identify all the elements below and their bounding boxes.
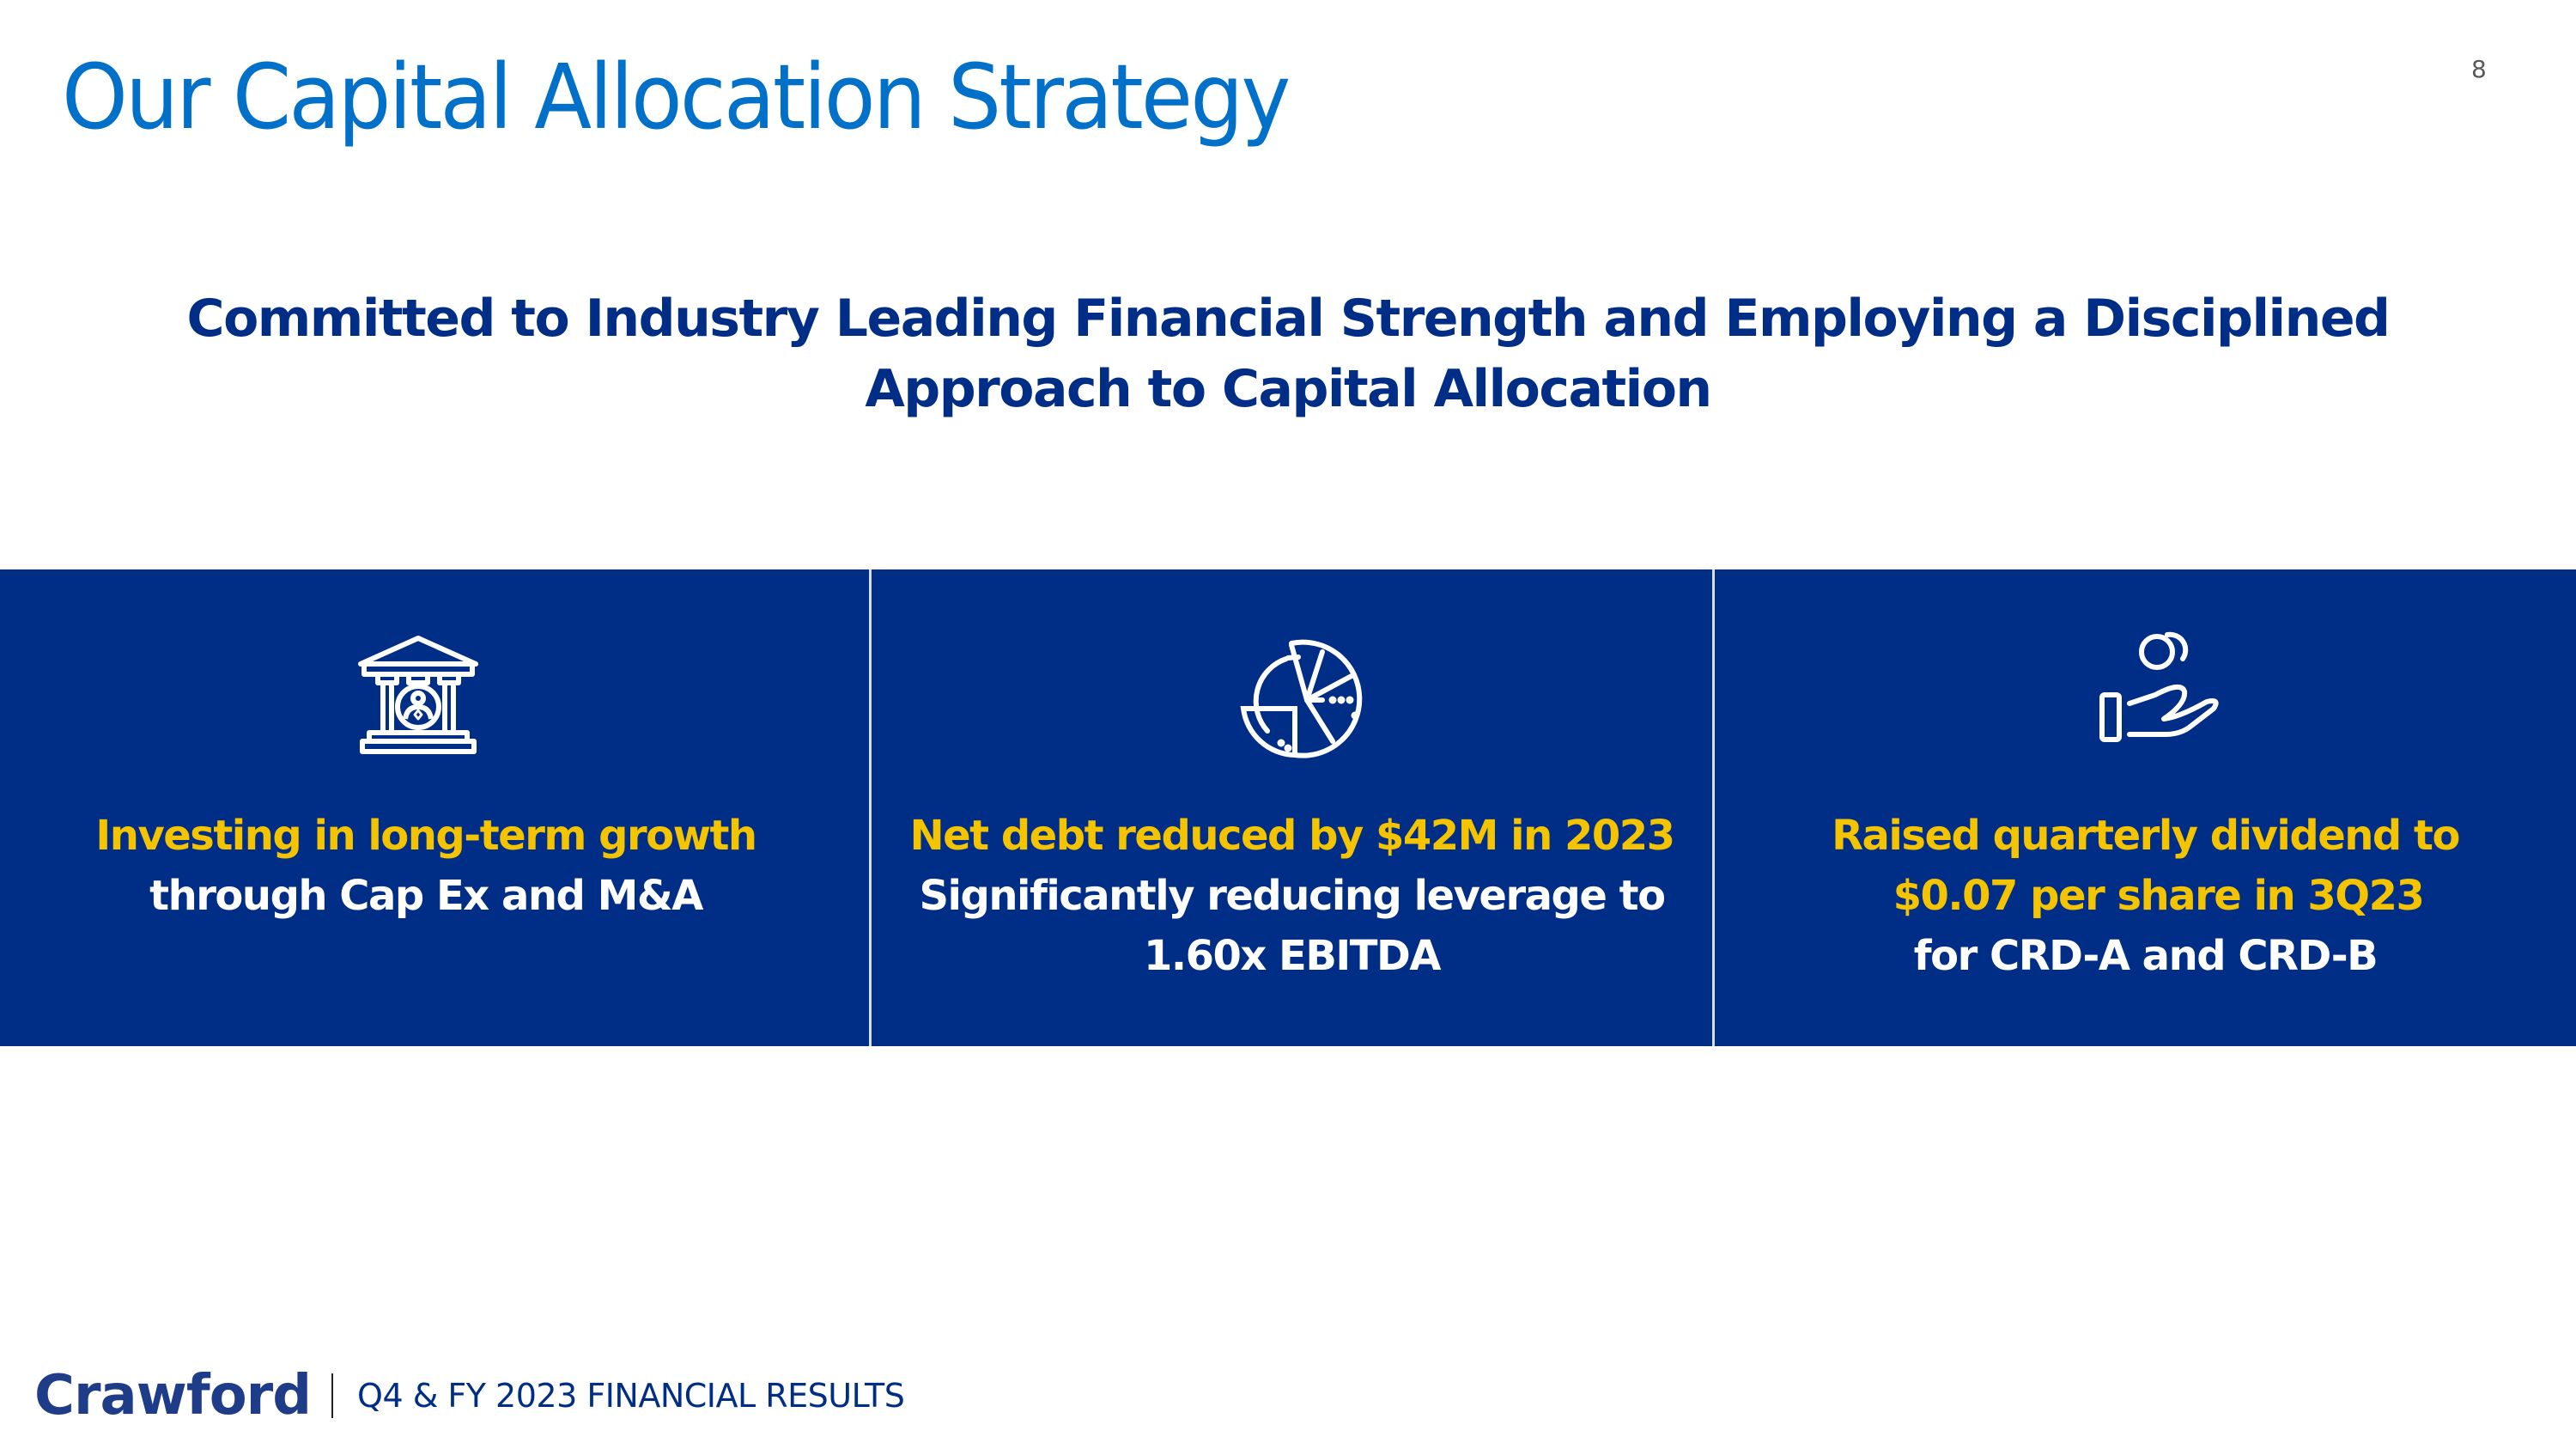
card-2-text: Net debt reduced by $42M in 2023 Signifi… (872, 806, 1712, 986)
card-dividend: Raised quarterly dividend to $0.07 per s… (1712, 569, 2576, 1046)
bank-building-icon (354, 631, 483, 760)
subtitle-line-1: Committed to Industry Leading Financial … (186, 289, 2391, 349)
slide-subtitle: Committed to Industry Leading Financial … (0, 283, 2576, 424)
footer-text: Q4 & FY 2023 FINANCIAL RESULTS (357, 1377, 905, 1415)
pie-chart-icon (1238, 635, 1367, 764)
slide-title: Our Capital Allocation Strategy (62, 45, 1291, 149)
card-3-highlight-line-2: $0.07 per share in 3Q23 (1893, 872, 2425, 920)
page-number: 8 (2471, 55, 2487, 83)
card-2-highlight: Net debt reduced by $42M in 2023 (909, 812, 1675, 860)
card-long-term-growth: Investing in long-term growth through Ca… (0, 569, 869, 1046)
card-net-debt: Net debt reduced by $42M in 2023 Signifi… (869, 569, 1712, 1046)
subtitle-line-2: Approach to Capital Allocation (865, 359, 1712, 419)
crawford-logo: Crawford (34, 1364, 312, 1428)
hand-coins-icon (2095, 624, 2224, 753)
card-1-text: Investing in long-term growth through Ca… (0, 806, 869, 926)
card-1-body: through Cap Ex and M&A (149, 872, 703, 920)
card-3-highlight-line-1: Raised quarterly dividend to (1832, 812, 2460, 860)
card-2-body-line-2: 1.60x EBITDA (1143, 932, 1442, 980)
strategy-panel: Investing in long-term growth through Ca… (0, 569, 2576, 1046)
footer-divider (331, 1373, 334, 1418)
card-1-highlight: Investing in long-term growth (95, 812, 757, 860)
footer: Crawford Q4 & FY 2023 FINANCIAL RESULTS (34, 1364, 905, 1428)
card-3-body: for CRD-A and CRD-B (1913, 932, 2379, 980)
card-2-body-line-1: Significantly reducing leverage to (919, 872, 1666, 920)
card-3-text: Raised quarterly dividend to $0.07 per s… (1715, 806, 2576, 986)
